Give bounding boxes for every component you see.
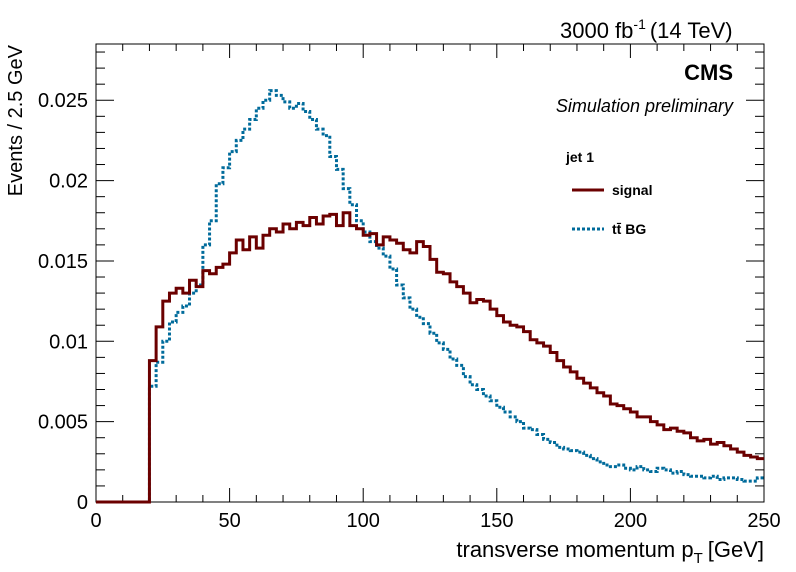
y-tick-label: 0.02	[49, 171, 88, 193]
x-tick-label: 250	[747, 510, 780, 532]
legend: jet 1 signal tt̄ BG	[565, 149, 652, 237]
y-tick-label: 0	[77, 492, 88, 514]
signal-series-line	[96, 211, 764, 504]
plot-frame	[95, 43, 765, 503]
luminosity-label: 3000 fb-1 (14 TeV)	[560, 16, 733, 43]
x-tick-label: 50	[218, 510, 240, 532]
x-tick-label: 200	[614, 510, 647, 532]
y-tick-label: 0.01	[49, 331, 88, 353]
x-tick-label: 100	[347, 510, 380, 532]
y-tick-label: 0.005	[38, 412, 88, 434]
legend-header: jet 1	[565, 149, 594, 165]
y-tick-label: 0.025	[38, 90, 88, 112]
simulation-label: Simulation preliminary	[556, 96, 734, 116]
legend-signal-label: signal	[612, 182, 652, 198]
x-tick-label: 150	[480, 510, 513, 532]
axis-ticks: 0 50 100 150 200 250 0 0.005 0.01 0.015 0.02 0.025	[38, 44, 781, 532]
x-axis-title: transverse momentum pT [GeV]	[456, 537, 764, 567]
legend-bg-label: tt̄ BG	[612, 221, 646, 237]
y-axis-title: Events / 2.5 GeV	[5, 44, 27, 196]
x-tick-label: 0	[90, 510, 101, 532]
y-tick-label: 0.015	[38, 251, 88, 273]
background-series-line	[96, 89, 764, 504]
cms-label: CMS	[684, 60, 733, 85]
plot-series	[96, 89, 764, 504]
